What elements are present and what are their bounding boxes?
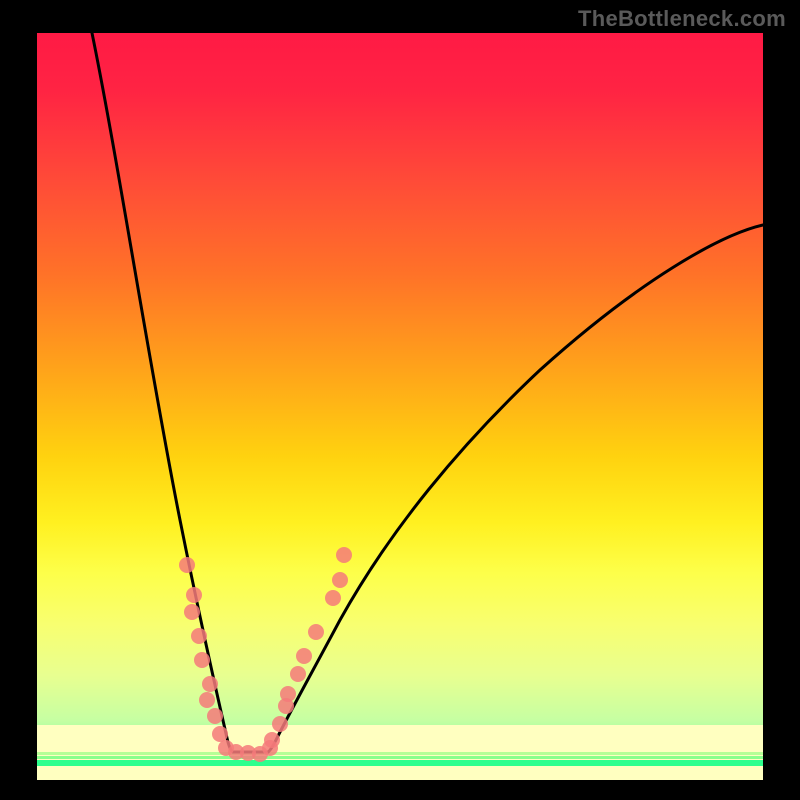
green-band-line — [37, 756, 763, 759]
green-band-line — [37, 760, 763, 766]
chart-canvas: TheBottleneck.com — [0, 0, 800, 800]
watermark-text: TheBottleneck.com — [578, 6, 786, 32]
gradient-plot-area — [37, 33, 763, 763]
green-band-line — [37, 752, 763, 755]
